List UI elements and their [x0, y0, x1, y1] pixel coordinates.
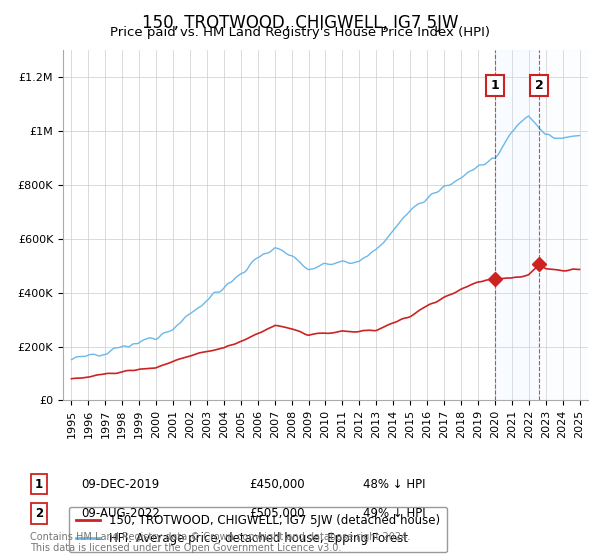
Bar	[539, 50, 588, 400]
Bar	[495, 50, 539, 400]
Text: 09-DEC-2019: 09-DEC-2019	[81, 478, 159, 491]
Text: 09-AUG-2022: 09-AUG-2022	[81, 507, 160, 520]
Text: 2: 2	[35, 507, 43, 520]
Text: 1: 1	[35, 478, 43, 491]
Text: 150, TROTWOOD, CHIGWELL, IG7 5JW: 150, TROTWOOD, CHIGWELL, IG7 5JW	[142, 14, 458, 32]
Text: £450,000: £450,000	[249, 478, 305, 491]
Text: 2: 2	[535, 79, 544, 92]
Text: 49% ↓ HPI: 49% ↓ HPI	[363, 507, 425, 520]
Text: Contains HM Land Registry data © Crown copyright and database right 2024.
This d: Contains HM Land Registry data © Crown c…	[30, 531, 410, 553]
Text: 48% ↓ HPI: 48% ↓ HPI	[363, 478, 425, 491]
Text: 1: 1	[490, 79, 499, 92]
Text: Price paid vs. HM Land Registry's House Price Index (HPI): Price paid vs. HM Land Registry's House …	[110, 26, 490, 39]
Legend: 150, TROTWOOD, CHIGWELL, IG7 5JW (detached house), HPI: Average price, detached : 150, TROTWOOD, CHIGWELL, IG7 5JW (detach…	[69, 507, 447, 552]
Text: £505,000: £505,000	[249, 507, 305, 520]
